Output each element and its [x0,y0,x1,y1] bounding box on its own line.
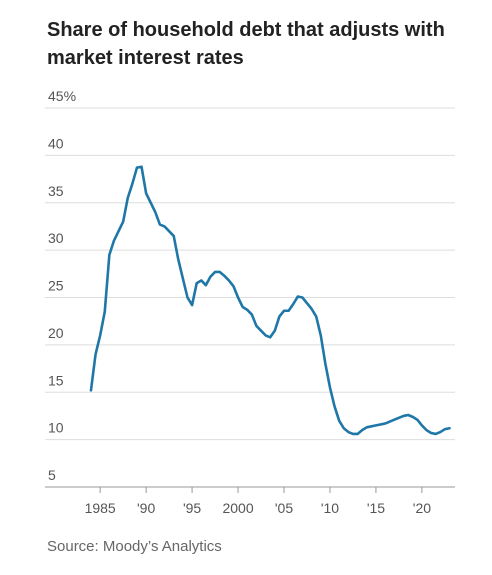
y-tick-label: 15 [48,372,64,388]
x-tick-label: 1985 [85,500,116,516]
y-tick-label: 35 [48,183,64,199]
source: Source: Moody’s Analytics [47,538,222,555]
x-tick-label: '05 [275,500,293,516]
y-tick-label: 45% [48,88,76,104]
y-tick-label: 40 [48,135,64,151]
x-tick-label: '95 [183,500,201,516]
y-tick-label: 20 [48,325,64,341]
data-line [89,165,451,436]
x-tick-label: 2000 [222,500,253,516]
x-tick-label: '20 [413,500,431,516]
y-tick-label: 10 [48,420,64,436]
chart-title: Share of household debt that adjusts wit… [47,19,445,69]
y-tick-label: 30 [48,230,64,246]
y-tick-label: 5 [48,467,56,483]
x-tick-label: '15 [367,500,385,516]
x-tick-label: '90 [137,500,155,516]
y-tick-label: 25 [48,278,64,294]
x-tick-label: '10 [321,500,339,516]
